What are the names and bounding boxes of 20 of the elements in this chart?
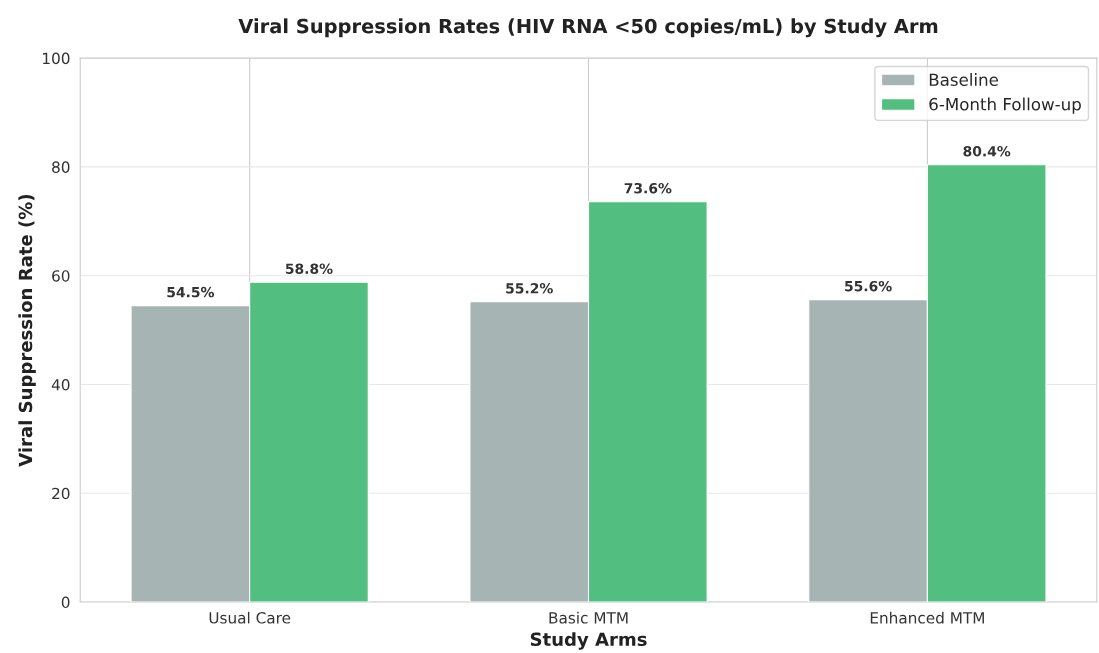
data-label: 54.5% (167, 286, 215, 298)
x-tick-label: Basic MTM (549, 611, 628, 624)
y-tick-label: 40 (51, 378, 70, 391)
data-label: 80.4% (963, 145, 1011, 157)
y-tick-label: 0 (61, 596, 70, 609)
x-axis-title: Study Arms (530, 632, 647, 650)
x-tick-label: Usual Care (209, 611, 291, 624)
y-tick-label: 100 (43, 52, 70, 65)
data-label: 73.6% (624, 182, 672, 194)
legend-label: Baseline (929, 73, 998, 87)
y-tick-label: 20 (52, 487, 70, 500)
legend-label: 6-Month Follow-up (929, 97, 1081, 114)
data-label: 55.2% (506, 283, 553, 294)
y-tick-label: 80 (52, 161, 70, 173)
y-tick-label: 60 (52, 270, 70, 282)
data-label: 55.6% (845, 280, 892, 292)
y-axis-title: Viral Suppression Rate (%) (18, 194, 36, 467)
x-tick-label: Enhanced MTM (870, 611, 984, 624)
chart-title: Viral Suppression Rates (HIV RNA <50 copies/mL) by Study Arm (238, 18, 938, 38)
data-label: 58.8% (285, 263, 333, 274)
